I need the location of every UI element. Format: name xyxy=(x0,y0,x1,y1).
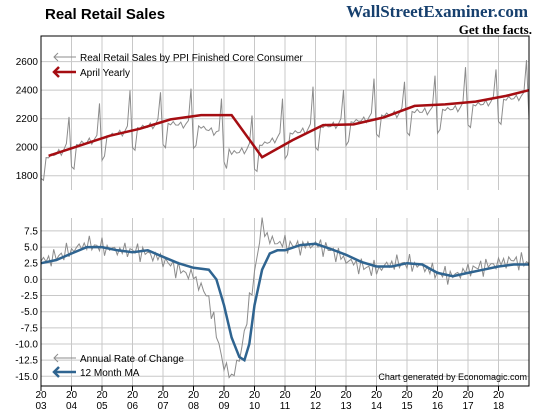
bottom-gridlines xyxy=(40,218,529,386)
bottom-legend: Annual Rate of Change 12 Month MA xyxy=(52,353,184,379)
x-tick-label-year: 12 xyxy=(310,401,322,412)
bottom-y-tick-label: -7.5 xyxy=(21,323,39,334)
top-raw-series xyxy=(40,60,530,182)
x-tick-label-century: 20 xyxy=(66,390,78,401)
x-tick-label-century: 20 xyxy=(340,390,352,401)
x-tick-label-year: 17 xyxy=(462,401,474,412)
chart-title: Real Retail Sales xyxy=(45,6,165,23)
bottom-y-tick-label: -5.0 xyxy=(21,307,39,318)
bottom-y-tick-label: 7.5 xyxy=(24,226,38,237)
x-tick-label-century: 20 xyxy=(371,390,383,401)
x-tick-label-century: 20 xyxy=(218,390,230,401)
legend-ma-label: 12 Month MA xyxy=(80,368,140,379)
bottom-y-tick-label: -15.0 xyxy=(15,372,38,383)
bottom-ma-series xyxy=(40,242,529,363)
x-tick-label-century: 20 xyxy=(432,390,444,401)
x-tick-label-year: 14 xyxy=(371,401,383,412)
top-trend-series xyxy=(48,88,530,159)
x-tick-label-century: 20 xyxy=(249,390,261,401)
x-tick-label-year: 18 xyxy=(493,401,505,412)
x-tick-label-century: 20 xyxy=(279,390,291,401)
x-tick-label-century: 20 xyxy=(96,390,108,401)
x-tick-label-year: 08 xyxy=(188,401,200,412)
x-tick-label-year: 10 xyxy=(249,401,261,412)
top-trend-line xyxy=(48,88,530,159)
x-tick-label-century: 20 xyxy=(157,390,169,401)
x-tick-label-year: 11 xyxy=(280,401,291,412)
bottom-raw-line xyxy=(40,217,530,379)
x-tick-label-century: 20 xyxy=(188,390,200,401)
brand-tagline: Get the facts. xyxy=(459,22,532,37)
chart-credit: Chart generated by Economagic.com xyxy=(378,372,527,382)
x-tick-label-year: 04 xyxy=(66,401,78,412)
x-tick-label-century: 20 xyxy=(310,390,322,401)
x-tick-label-century: 20 xyxy=(401,390,413,401)
x-tick-label-century: 20 xyxy=(127,390,139,401)
x-tick-label-century: 20 xyxy=(493,390,505,401)
plot-frame xyxy=(40,35,530,387)
top-raw-line xyxy=(40,60,530,182)
legend-rate-arrow xyxy=(53,353,76,363)
bottom-y-tick-label: 5.0 xyxy=(24,243,38,254)
bottom-y-tick-label: 2.5 xyxy=(24,259,38,270)
legend-trend-label: April Yearly xyxy=(80,68,130,79)
top-y-tick-labels: 1800 2000 2200 2400 2600 xyxy=(16,57,39,182)
x-tick-label-year: 03 xyxy=(35,401,47,412)
bottom-ma-line xyxy=(40,242,529,363)
x-tick-label-year: 09 xyxy=(218,401,230,412)
bottom-y-tick-label: -10.0 xyxy=(15,340,38,351)
x-tick-label-year: 13 xyxy=(340,401,352,412)
x-axis: 2003200420052006200720082009201020112012… xyxy=(35,386,504,412)
legend-trend-arrow xyxy=(52,66,76,78)
bottom-panel: -15.0-12.5-10.0-7.5-5.0-2.50.02.55.07.5 … xyxy=(15,217,530,386)
x-tick-label-year: 06 xyxy=(127,401,139,412)
top-y-tick-label: 1800 xyxy=(16,171,39,182)
bottom-y-tick-label: -12.5 xyxy=(15,356,38,367)
top-y-tick-label: 2400 xyxy=(16,86,39,97)
legend-ma-arrow xyxy=(52,366,76,378)
top-panel: 1800 2000 2200 2400 2600 Real Retail Sales b… xyxy=(16,36,530,190)
top-legend: Real Retail Sales by PPI Finished Core C… xyxy=(52,52,304,79)
top-y-tick-label: 2200 xyxy=(16,114,39,125)
x-tick-label-year: 15 xyxy=(401,401,413,412)
brand-name: WallStreetExaminer.com xyxy=(346,2,528,21)
x-tick-label-year: 07 xyxy=(157,401,169,412)
bottom-y-tick-label: 0.0 xyxy=(24,275,38,286)
bottom-y-tick-label: -2.5 xyxy=(21,291,39,302)
legend-rate-label: Annual Rate of Change xyxy=(80,354,184,365)
x-tick-label-century: 20 xyxy=(462,390,474,401)
bottom-raw-series xyxy=(40,217,530,379)
x-tick-label-year: 05 xyxy=(96,401,108,412)
legend-raw-arrow xyxy=(53,52,76,62)
legend-raw-label: Real Retail Sales by PPI Finished Core C… xyxy=(80,53,304,64)
x-tick-label-year: 16 xyxy=(432,401,444,412)
top-y-tick-label: 2000 xyxy=(16,143,39,154)
x-tick-label-century: 20 xyxy=(35,390,47,401)
top-y-tick-label: 2600 xyxy=(16,57,39,68)
bottom-y-tick-labels: -15.0 -12.5 -10.0 -7.5 -5.0 -2.5 0.0 2.5 5.0 7.5 xyxy=(15,226,38,382)
